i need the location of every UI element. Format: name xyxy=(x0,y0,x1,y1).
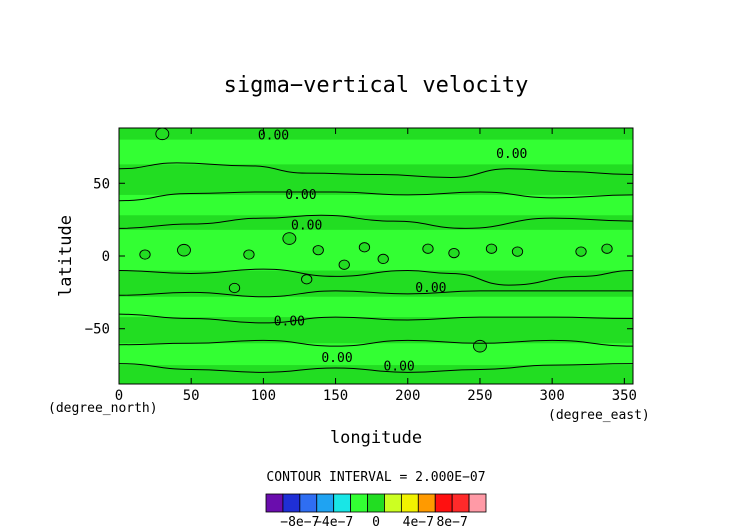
x-tick-label-300: 300 xyxy=(539,388,564,404)
colorbar-label-3: 4e−7 xyxy=(403,515,434,530)
colorbar-swatch-1 xyxy=(282,493,301,513)
contour-label-4: 0.00 xyxy=(415,281,446,296)
contour-label-3: 0.00 xyxy=(291,218,322,233)
contour-labels: 0.00 0.00 0.00 0.00 0.00 0.00 0.00 0.00 xyxy=(258,128,528,374)
y-tick-label-0: 0 xyxy=(102,249,110,265)
contour-line-0 xyxy=(119,162,633,178)
colorbar-label-4: 8e−7 xyxy=(436,515,467,530)
x-tick-label-100: 100 xyxy=(251,388,276,404)
contour-label-5: 0.00 xyxy=(274,314,305,329)
contour-label-1: 0.00 xyxy=(496,147,527,162)
x-units-label: (degree_east) xyxy=(548,408,650,423)
x-tick-label-50: 50 xyxy=(183,388,200,404)
x-tick-label-0: 0 xyxy=(115,388,123,404)
y-axis-label: latitude xyxy=(56,215,76,297)
colorbar-swatch-10 xyxy=(434,493,453,513)
contour-line-4 xyxy=(119,290,633,298)
contour-interval-text: CONTOUR INTERVAL = 2.000E−07 xyxy=(266,470,485,485)
contour-cell-14 xyxy=(301,274,313,285)
colorbar-swatch-11 xyxy=(451,493,470,513)
colorbar-label-2: 0 xyxy=(372,515,380,530)
colorbar-swatch-12 xyxy=(468,493,487,513)
colorbar-swatch-8 xyxy=(400,493,419,513)
contour-label-0: 0.00 xyxy=(258,128,289,143)
x-tick-label-150: 150 xyxy=(323,388,348,404)
contour-cell-12 xyxy=(575,246,587,257)
contour-cell-7 xyxy=(377,253,389,265)
colorbar-swatch-2 xyxy=(299,493,318,513)
colorbar-swatch-9 xyxy=(417,493,436,513)
contour-line-7 xyxy=(119,363,633,373)
contour-cell-3 xyxy=(282,232,297,245)
field-bands xyxy=(119,128,633,384)
colorbar-swatch-4 xyxy=(333,493,352,513)
colorbar-swatch-5 xyxy=(350,493,368,513)
contour-cell-8 xyxy=(422,243,434,254)
field-band-0 xyxy=(119,128,633,140)
contour-cell-5 xyxy=(338,259,350,270)
contour-line-6 xyxy=(119,339,633,347)
contour-cell-11 xyxy=(511,246,524,257)
colorbar xyxy=(265,493,487,513)
chart-title: sigma−vertical velocity xyxy=(224,73,529,98)
contour-cells xyxy=(139,128,613,353)
colorbar-label-1: −4e−7 xyxy=(314,515,353,530)
contour-cell-10 xyxy=(485,243,498,254)
contour-cell-1 xyxy=(177,243,191,257)
contour-lines xyxy=(119,162,633,373)
x-tick-label-250: 250 xyxy=(467,388,492,404)
x-axis-label: longitude xyxy=(330,428,422,448)
contour-line-3 xyxy=(119,268,633,286)
y-axis-ticks: −50 0 50 xyxy=(85,176,633,338)
field-band-1 xyxy=(119,164,633,195)
colorbar-swatch-3 xyxy=(316,493,335,513)
colorbar-label-0: −8e−7 xyxy=(280,515,319,530)
contour-line-2 xyxy=(119,214,633,229)
colorbar-tick-labels: −8e−7−4e−7 0 4e−7 8e−7 xyxy=(280,515,468,530)
field-band-4 xyxy=(119,317,633,344)
contour-line-1 xyxy=(119,191,633,202)
contour-cell-4 xyxy=(312,245,324,256)
colorbar-swatch-6 xyxy=(367,493,385,513)
colorbar-swatch-7 xyxy=(384,493,402,513)
y-tick-label--50: −50 xyxy=(85,322,110,338)
contour-cell-16 xyxy=(473,339,487,353)
contour-cell-9 xyxy=(448,247,460,259)
field-band-2 xyxy=(119,215,633,230)
contour-label-2: 0.00 xyxy=(285,188,316,203)
contour-label-7: 0.00 xyxy=(383,360,414,375)
contour-cell-13 xyxy=(601,243,613,254)
contour-cell-6 xyxy=(358,242,371,253)
contour-cell-17 xyxy=(155,128,170,141)
x-axis-ticks: 0 50 100 150 200 250 300 350 xyxy=(115,128,637,404)
contour-line-5 xyxy=(119,313,633,324)
field-band-5 xyxy=(119,365,633,384)
contour-cell-2 xyxy=(243,249,255,260)
colorbar-swatch-0 xyxy=(265,493,284,513)
y-units-label: (degree_north) xyxy=(48,401,158,416)
y-tick-label-50: 50 xyxy=(93,176,110,192)
contour-cell-15 xyxy=(228,282,241,294)
contour-cell-0 xyxy=(139,249,151,260)
contour-label-6: 0.00 xyxy=(321,351,352,366)
x-tick-label-350: 350 xyxy=(612,388,637,404)
x-tick-label-200: 200 xyxy=(395,388,420,404)
